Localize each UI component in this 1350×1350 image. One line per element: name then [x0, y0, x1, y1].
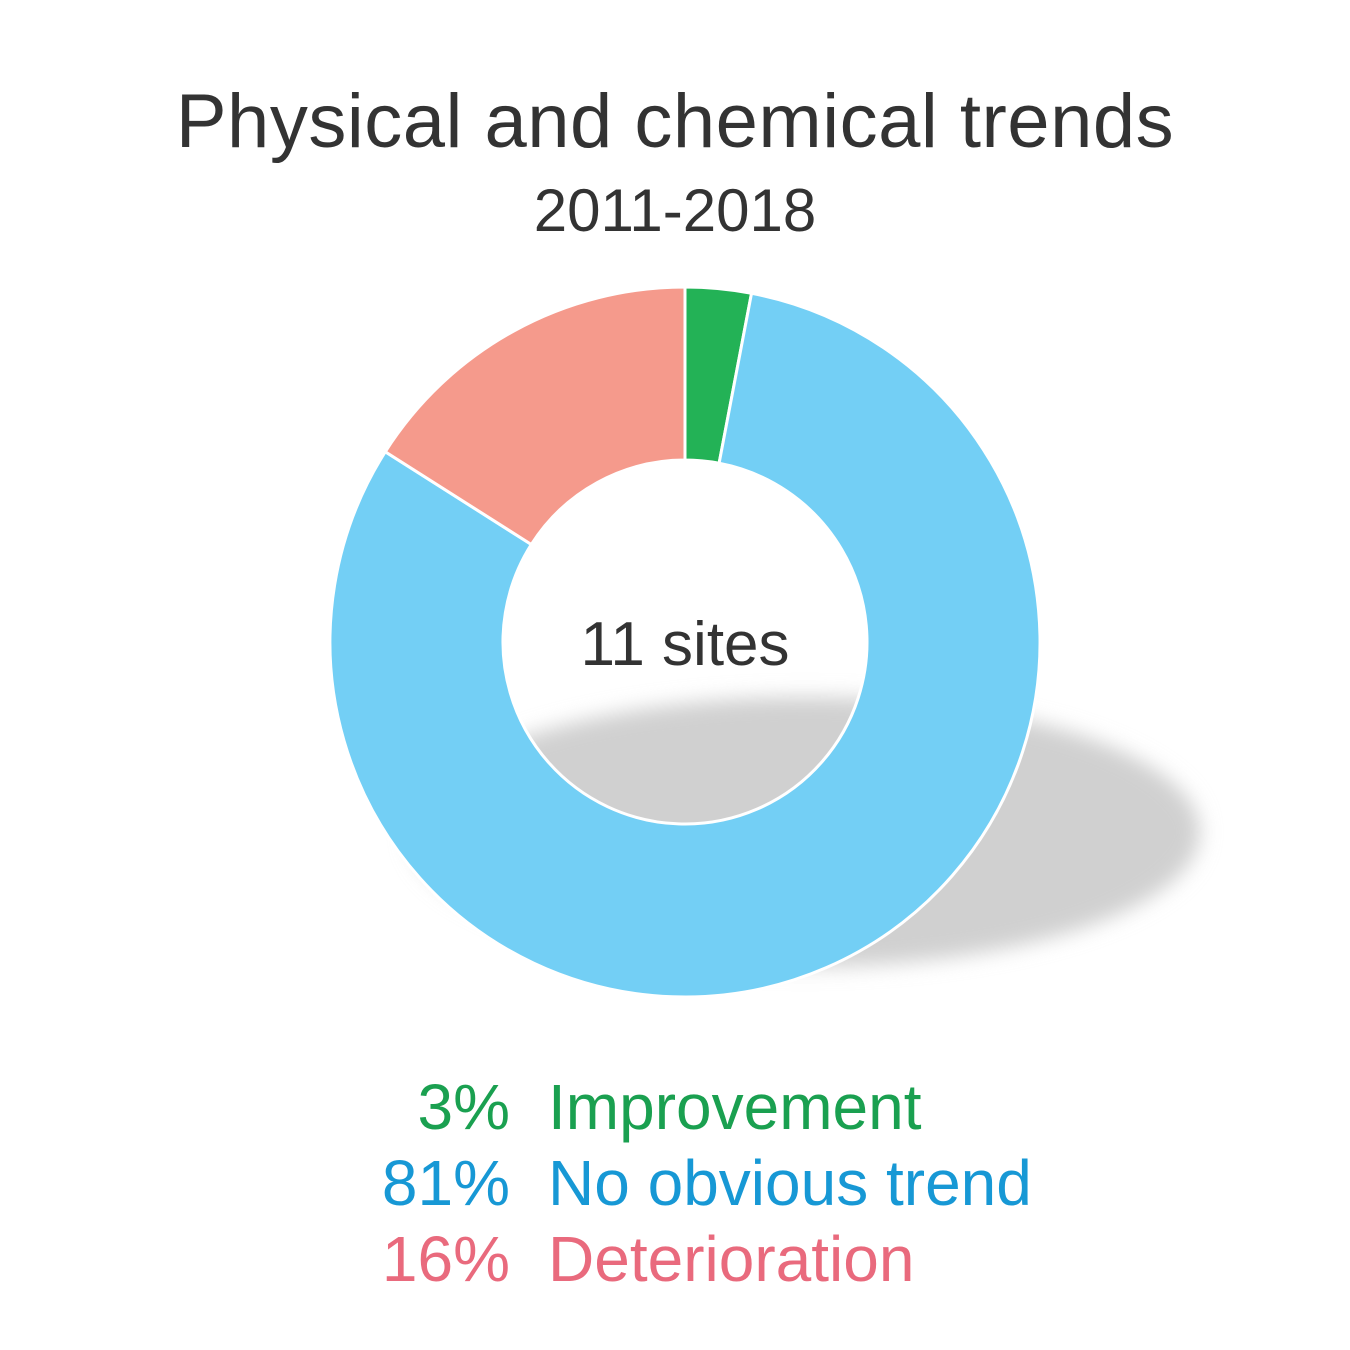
legend-pct: 81% [381, 1147, 510, 1219]
legend-label: Deterioration [548, 1223, 915, 1295]
legend-pct: 3% [417, 1071, 511, 1143]
legend-item-no-obvious-trend: 81% No obvious trend [0, 1146, 1350, 1222]
center-label: 11 sites [580, 610, 789, 679]
legend-pct: 16% [381, 1223, 510, 1295]
chart-title: Physical and chemical trends [175, 79, 1175, 164]
legend: 3% Improvement 81% No obvious trend 16% … [0, 1070, 1350, 1298]
donut-slices [328, 285, 1042, 999]
slice-deterioration [383, 285, 687, 547]
legend-label: Improvement [548, 1071, 922, 1143]
legend-item-deterioration: 16% Deterioration [0, 1222, 1350, 1298]
slice-no-obvious-trend [328, 291, 1042, 999]
chart-subtitle: 2011-2018 [533, 177, 817, 244]
legend-item-improvement: 3% Improvement [0, 1070, 1350, 1146]
legend-label: No obvious trend [548, 1147, 1032, 1219]
